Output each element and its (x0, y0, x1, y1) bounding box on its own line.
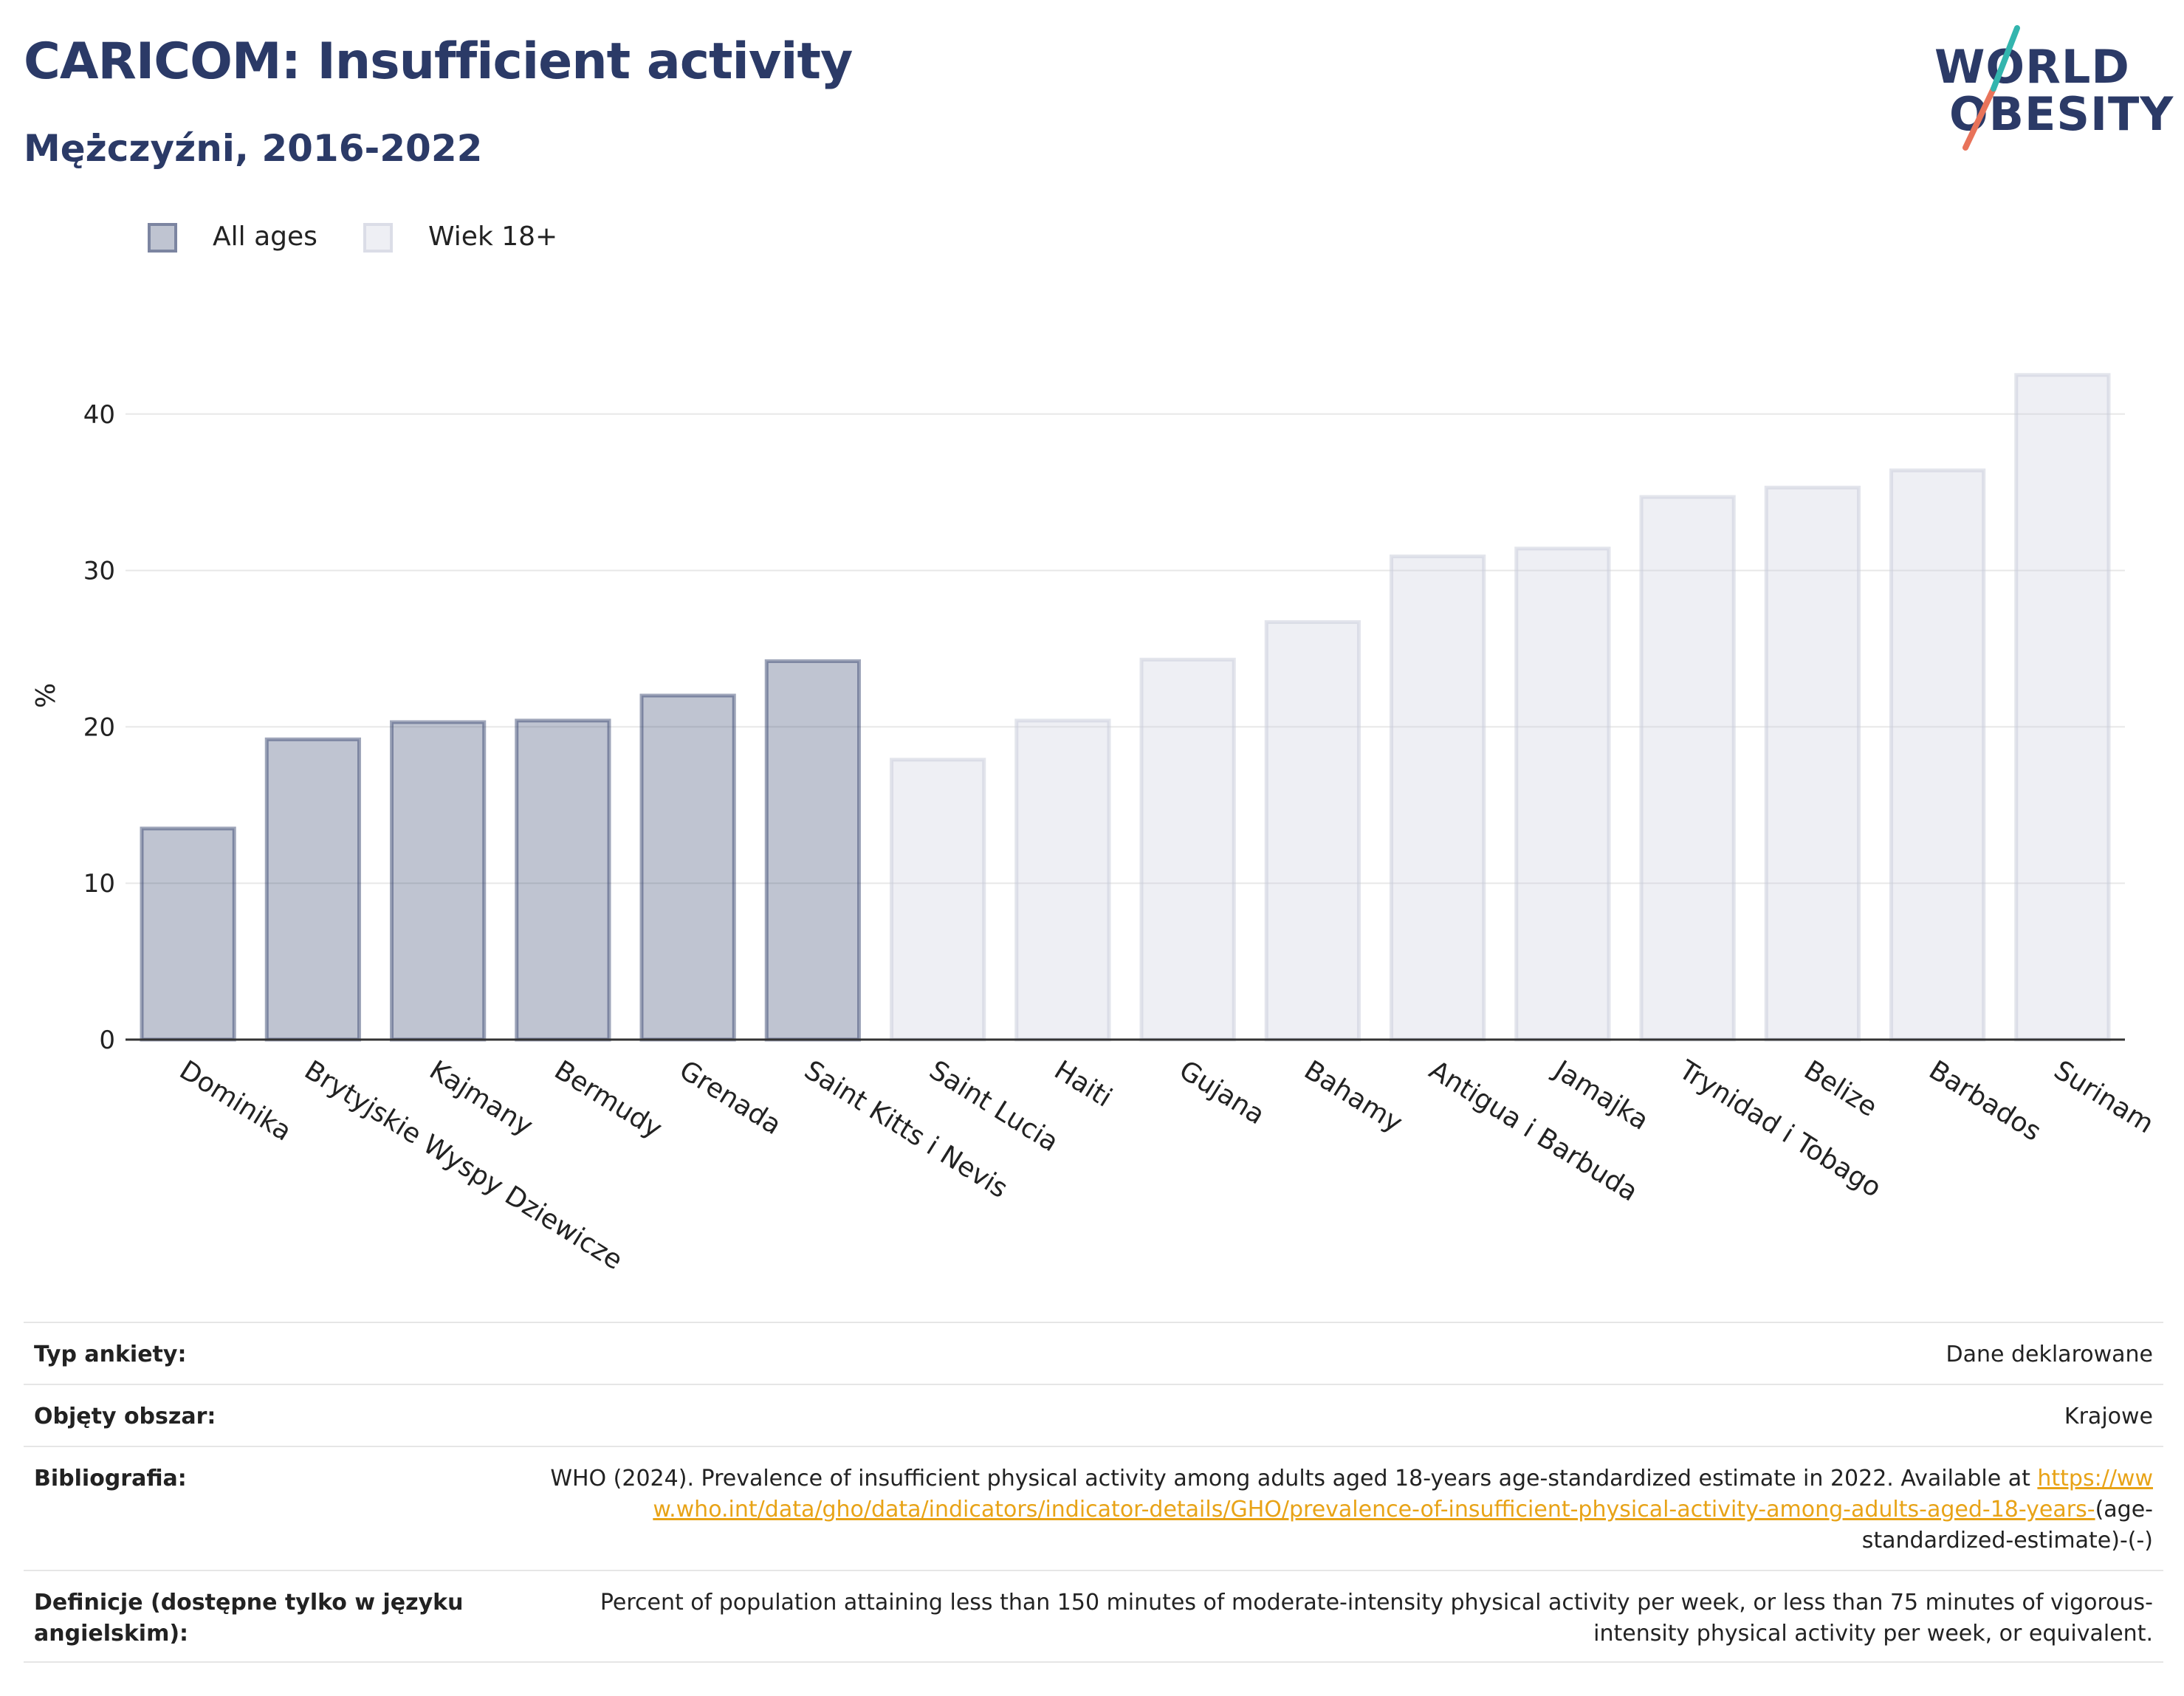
y-tick-label: 30 (83, 557, 115, 586)
y-axis-label: % (31, 683, 61, 708)
bar-antigua-i-barbuda (1390, 555, 1486, 1042)
bar-saint-lucia (890, 758, 986, 1042)
meta-label: Typ ankiety: (34, 1342, 187, 1367)
x-tick-label: Barbados (1923, 1055, 2046, 1147)
meta-row-survey-type: Typ ankiety: Dane deklarowane (24, 1322, 2163, 1384)
chart-subtitle: Mężczyźni, 2016-2022 (24, 127, 483, 170)
x-tick-label: Surinam (2049, 1055, 2159, 1139)
meta-row-definitions: Definicje (dostępne tylko w języku angie… (24, 1570, 2163, 1663)
x-tick-label: Bermudy (549, 1055, 667, 1144)
y-tick-label: 20 (83, 713, 115, 742)
x-tick-label: Trynidad i Tobago (1673, 1054, 1886, 1204)
meta-row-area: Objęty obszar: Krajowe (24, 1384, 2163, 1446)
legend-label-all-ages: All ages (213, 222, 317, 252)
bar-barbados (1889, 468, 1986, 1042)
bar-gujana (1139, 657, 1236, 1042)
bar-grenada (639, 693, 736, 1042)
bar-saint-kitts-i-nevis (764, 659, 861, 1042)
x-tick-label: Antigua i Barbuda (1424, 1055, 1643, 1208)
bar-brytyjskie-wyspy-dziewicze (264, 737, 361, 1042)
x-tick-label: Grenada (674, 1055, 786, 1141)
logo-slash-icon (1962, 25, 2020, 151)
y-tick-label: 40 (83, 400, 115, 430)
metadata-table: Typ ankiety: Dane deklarowane Objęty obs… (24, 1322, 2163, 1663)
meta-row-bibliography: Bibliografia: WHO (2024). Prevalence of … (24, 1446, 2163, 1570)
world-obesity-logo: WORLD OBESITY (1920, 22, 2173, 155)
meta-value: WHO (2024). Prevalence of insufficient p… (543, 1463, 2153, 1556)
bar-dominika (140, 826, 236, 1042)
meta-value: Percent of population attaining less tha… (600, 1590, 2153, 1647)
x-tick-label: Haiti (1049, 1055, 1117, 1113)
bibliography-link[interactable]: https://www.who.int/data/gho/data/indica… (653, 1466, 2153, 1522)
x-tick-label: Jamajka (1548, 1054, 1654, 1136)
logo-line1: WORLD (1934, 40, 2130, 94)
x-tick-label: Belize (1799, 1055, 1882, 1123)
meta-value: Krajowe (2064, 1404, 2153, 1429)
x-tick-label: Bahamy (1299, 1055, 1407, 1139)
meta-value: Dane deklarowane (1946, 1342, 2153, 1367)
bar-haiti (1014, 718, 1111, 1042)
bar-kajmany (390, 720, 487, 1042)
bar-bermudy (515, 718, 611, 1042)
bar-trynidad-i-tobago (1639, 495, 1736, 1042)
bibliography-suffix: (age-standardized-estimate)-(-) (1861, 1497, 2153, 1553)
x-tick-label: Dominika (174, 1055, 297, 1147)
legend-swatch-18plus (363, 223, 393, 253)
legend-label-18plus: Wiek 18+ (428, 222, 558, 252)
bar-surinam (2014, 373, 2111, 1042)
x-tick-label: Saint Kitts i Nevis (799, 1055, 1013, 1204)
meta-label: Bibliografia: (34, 1466, 187, 1491)
y-tick-label: 0 (99, 1026, 115, 1055)
bar-jamajka (1514, 546, 1611, 1042)
chart-title: CARICOM: Insufficient activity (24, 32, 853, 91)
meta-label: Definicje (dostępne tylko w języku angie… (34, 1590, 464, 1647)
x-tick-label: Kajmany (424, 1055, 538, 1142)
x-tick-label: Gujana (1174, 1055, 1270, 1130)
legend-swatch-all-ages (148, 223, 177, 253)
y-tick-label: 10 (83, 869, 115, 899)
meta-label: Objęty obszar: (34, 1404, 216, 1429)
bibliography-text: WHO (2024). Prevalence of insufficient p… (550, 1466, 2030, 1491)
bar-belize (1764, 485, 1861, 1042)
bar-bahamy (1264, 619, 1361, 1042)
